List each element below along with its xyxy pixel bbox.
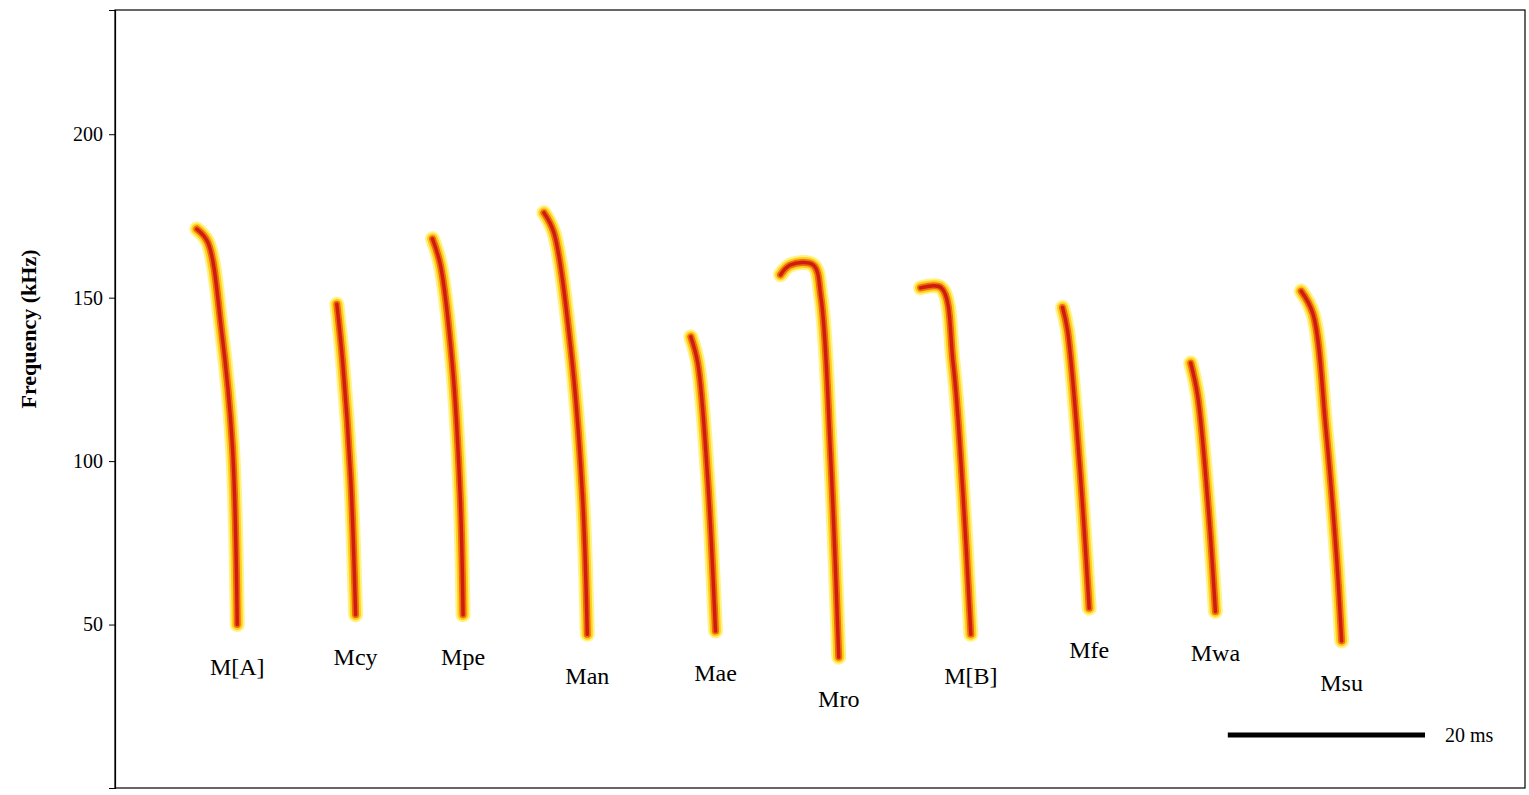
scale-bar — [1228, 733, 1425, 738]
call-core — [691, 337, 716, 631]
call-outer — [1301, 291, 1341, 641]
call-label: M[A] — [210, 654, 265, 680]
call-label: Mae — [694, 660, 737, 686]
call — [1301, 291, 1341, 641]
call-halo — [1191, 363, 1216, 611]
call-core — [432, 239, 463, 615]
plot-frame — [115, 10, 1525, 788]
call — [781, 263, 839, 658]
call-body — [337, 304, 356, 615]
call-halo — [337, 304, 356, 615]
call-label: Mwa — [1191, 640, 1241, 666]
call-body — [197, 229, 237, 625]
y-tick-label: 150 — [73, 287, 103, 309]
call-core — [337, 304, 356, 615]
call-halo — [432, 239, 463, 615]
call-label: Mro — [818, 686, 859, 712]
call-halo — [781, 263, 839, 658]
call-outer — [1191, 363, 1216, 611]
call-core — [921, 286, 971, 634]
call-outer — [1063, 307, 1090, 608]
call-outer — [691, 337, 716, 631]
call-core — [1063, 307, 1090, 608]
call-labels: M[A] Mcy Mpe Man Mae Mro M[B] Mfe Mwa Msu — [210, 637, 1363, 712]
call-body — [1191, 363, 1216, 611]
call-label: Mcy — [334, 644, 378, 670]
y-tick-mark — [109, 625, 115, 626]
call-outer — [337, 304, 356, 615]
call-halo — [921, 286, 971, 634]
call-core — [197, 229, 237, 625]
call-body — [781, 263, 839, 658]
call — [544, 213, 587, 635]
call-body — [691, 337, 716, 631]
call-outer — [544, 213, 587, 635]
call-halo — [1063, 307, 1090, 608]
call-halo — [1301, 291, 1341, 641]
y-tick-label: 100 — [73, 450, 103, 472]
calls — [197, 213, 1342, 658]
call-body — [432, 239, 463, 615]
call-outer — [432, 239, 463, 615]
y-axis: 50 100 150 200 — [73, 11, 116, 789]
call-outer — [197, 229, 237, 625]
call-body — [1301, 291, 1341, 641]
y-axis-title: Frequency (kHz) — [16, 249, 41, 408]
call — [1191, 363, 1216, 611]
call-body — [921, 286, 971, 634]
scale-bar-label: 20 ms — [1445, 724, 1494, 746]
call-label: M[B] — [944, 663, 997, 689]
y-tick-mark — [109, 298, 115, 299]
call — [337, 304, 356, 615]
call-core — [781, 263, 839, 658]
call-outer — [921, 286, 971, 634]
call — [432, 239, 463, 615]
call-label: Msu — [1320, 670, 1363, 696]
call — [921, 286, 971, 634]
call-halo — [197, 229, 237, 625]
y-tick-label: 50 — [83, 613, 103, 635]
call-halo — [544, 213, 587, 635]
chart: 50100150200Frequency (kHz)M[A]McyMpeManM… — [0, 0, 1529, 795]
call-label: Mfe — [1069, 637, 1109, 663]
y-tick: 100 — [73, 450, 115, 472]
y-tick: 150 — [73, 287, 115, 309]
call-core — [544, 213, 587, 635]
call-label: Mpe — [441, 644, 485, 670]
call-body — [1063, 307, 1090, 608]
call — [197, 229, 237, 625]
call-halo — [691, 337, 716, 631]
call — [1063, 307, 1090, 608]
y-tick-label: 200 — [73, 123, 103, 145]
call-core — [1191, 363, 1216, 611]
call-label: Man — [565, 663, 609, 689]
y-tick-mark — [109, 461, 115, 462]
y-axis-line — [109, 11, 116, 789]
call-body — [544, 213, 587, 635]
y-tick-mark — [109, 134, 115, 135]
call-core — [1301, 291, 1341, 641]
y-tick: 200 — [73, 123, 115, 145]
call-outer — [781, 263, 839, 658]
call — [691, 337, 716, 631]
y-tick: 50 — [83, 613, 115, 635]
